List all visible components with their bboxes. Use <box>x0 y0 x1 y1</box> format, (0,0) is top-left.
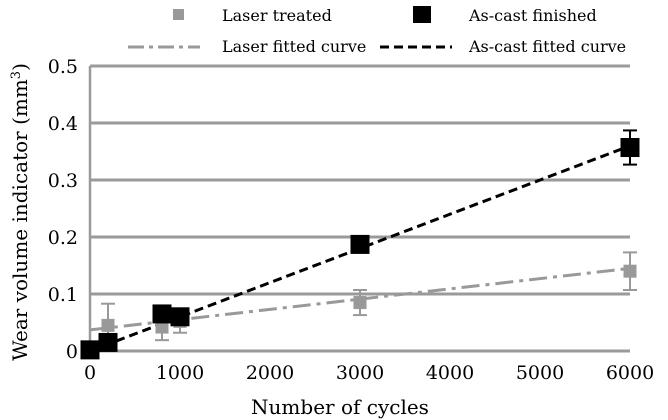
laser-data-point <box>353 296 367 310</box>
as-cast-data-point <box>152 304 172 324</box>
x-tick-label: 6000 <box>606 362 654 384</box>
legend-label-as-cast-fitted: As-cast fitted curve <box>468 37 626 56</box>
x-tick-label: 5000 <box>516 362 564 384</box>
x-tick-label: 3000 <box>336 362 384 384</box>
as-cast-data-point <box>350 234 370 254</box>
as-cast-data-point <box>170 307 190 327</box>
y-axis-title-superscript: 3 <box>9 71 24 79</box>
y-tick-label: 0.5 <box>48 56 78 78</box>
as-cast-data-point <box>620 138 640 158</box>
grid <box>90 64 630 296</box>
tick-labels: 0 0.1 0.2 0.3 0.4 0.5 0 1000 2000 3000 4000 5000 600… <box>48 56 654 384</box>
laser-data-point <box>101 318 115 332</box>
legend-label-laser-treated: Laser treated <box>222 6 332 25</box>
legend-marker-as-cast-finished <box>413 6 431 23</box>
x-axis-title: Number of cycles <box>251 395 429 419</box>
y-tick-label: 0.1 <box>48 284 78 306</box>
legend-label-laser-fitted: Laser fitted curve <box>222 37 366 56</box>
laser-fitted-curve <box>89 266 631 332</box>
y-tick-label: 0 <box>66 341 78 363</box>
data-points <box>80 129 640 360</box>
legend-label-as-cast-finished: As-cast finished <box>468 6 597 25</box>
laser-data-point <box>623 264 637 278</box>
legend-marker-laser-treated <box>173 9 184 20</box>
axes <box>88 66 630 353</box>
x-tick-label: 1000 <box>156 362 204 384</box>
y-tick-label: 0.4 <box>48 113 78 135</box>
legend: Laser treated As-cast finished Laser fit… <box>128 6 626 56</box>
y-tick-label: 0.3 <box>48 170 78 192</box>
y-tick-label: 0.2 <box>48 227 78 249</box>
x-tick-label: 2000 <box>246 362 294 384</box>
laser-data-point <box>155 320 169 334</box>
y-axis-title: Wear volume indicator (mm3) <box>8 63 32 361</box>
x-tick-label: 0 <box>84 362 96 384</box>
as-cast-data-point <box>98 332 118 352</box>
y-axis-title-end: ) <box>8 63 32 71</box>
y-axis-title-main: Wear volume indicator (mm <box>8 79 32 361</box>
x-tick-label: 4000 <box>426 362 474 384</box>
as-cast-data-point <box>80 340 100 360</box>
